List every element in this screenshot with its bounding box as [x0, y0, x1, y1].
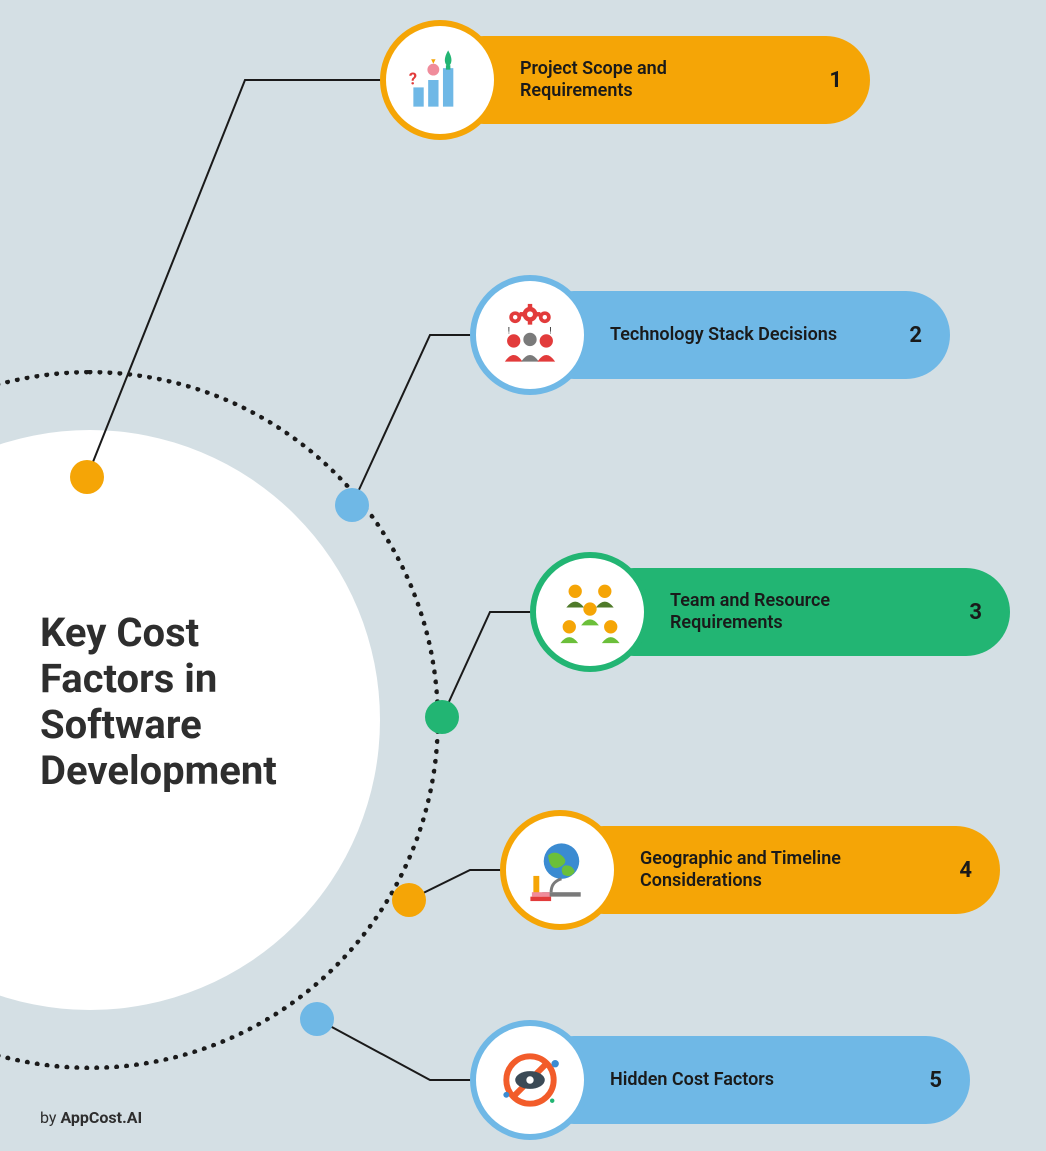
factor-pill: Technology Stack Decisions 2	[530, 291, 950, 379]
people-grid-icon	[553, 575, 627, 649]
factor-item: ! ! Technology Stack Decisions 2	[470, 275, 950, 395]
svg-text:!: !	[508, 327, 510, 337]
factor-label: Project Scope and Requirements	[520, 58, 780, 103]
factor-item: Geographic and Timeline Considerations 4	[500, 810, 1000, 930]
orbit-node	[392, 883, 426, 917]
factor-label: Technology Stack Decisions	[610, 324, 837, 347]
factor-label: Geographic and Timeline Considerations	[640, 848, 900, 893]
factor-item: ? Project Scope and Requirements 1	[380, 20, 870, 140]
factor-number: 2	[909, 323, 922, 348]
svg-text:!: !	[549, 327, 551, 337]
team-gears-icon: ! !	[493, 298, 567, 372]
globe-icon	[523, 833, 597, 907]
infographic-canvas: Key Cost Factors in Software Development…	[0, 0, 1046, 1151]
factor-pill: Team and Resource Requirements 3	[590, 568, 1010, 656]
factor-icon-circle: ?	[380, 20, 500, 140]
hub-title: Key Cost Factors in Software Development	[40, 610, 340, 794]
attribution-brand: AppCost.AI	[60, 1108, 142, 1127]
orbit-node	[425, 700, 459, 734]
factor-item: Team and Resource Requirements 3	[530, 552, 1010, 672]
factor-label: Team and Resource Requirements	[670, 590, 930, 635]
factor-icon-circle	[470, 1020, 590, 1140]
factor-label: Hidden Cost Factors	[610, 1069, 774, 1092]
factor-icon-circle: ! !	[470, 275, 590, 395]
factor-icon-circle	[500, 810, 620, 930]
attribution: by AppCost.AI	[40, 1108, 142, 1127]
svg-text:?: ?	[409, 69, 417, 88]
factor-pill: Hidden Cost Factors 5	[530, 1036, 970, 1124]
factor-pill: Project Scope and Requirements 1	[440, 36, 870, 124]
orbit-node	[335, 488, 369, 522]
factor-icon-circle	[530, 552, 650, 672]
factor-number: 4	[959, 858, 972, 883]
orbit-node	[300, 1002, 334, 1036]
orbit-node	[70, 460, 104, 494]
factor-number: 1	[829, 68, 842, 93]
factor-number: 5	[929, 1068, 942, 1093]
factor-number: 3	[969, 600, 982, 625]
factor-pill: Geographic and Timeline Considerations 4	[560, 826, 1000, 914]
factor-item: Hidden Cost Factors 5	[470, 1020, 970, 1140]
growth-chart-icon: ?	[403, 43, 477, 117]
attribution-prefix: by	[40, 1108, 60, 1127]
hidden-eye-icon	[493, 1043, 567, 1117]
